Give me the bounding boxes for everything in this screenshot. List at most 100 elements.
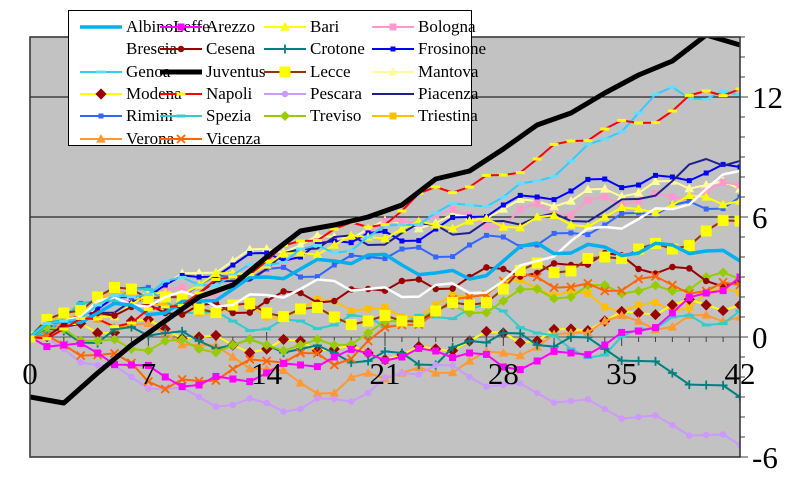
marker-point [397,209,407,213]
marker-point [650,356,660,366]
legend-swatch-icon [264,111,306,122]
marker-point [650,92,660,96]
legend-item-juventus[interactable]: Juventus [159,61,266,83]
marker-point [95,88,107,100]
marker-point [431,315,441,319]
marker-point [602,222,608,228]
marker-point [96,133,106,143]
marker-point [263,369,271,377]
marker-point [329,323,339,327]
marker-point [94,361,101,369]
marker-point [229,375,237,383]
marker-point [211,277,221,281]
marker-point [633,274,644,284]
series-brescia[interactable] [30,169,740,339]
marker-point [179,272,185,278]
marker-point [466,373,473,381]
marker-point [602,176,608,182]
marker-point [109,281,121,293]
legend-swatch-icon [160,114,202,118]
legend-label: Modena [126,83,182,103]
legend-item-frosinone[interactable]: Frosinone [371,38,486,60]
legend-item-crotone[interactable]: Crotone [263,38,365,60]
legend-item-mantova[interactable]: Mantova [371,61,478,83]
marker-point [177,23,185,31]
legend-item-spezia[interactable]: Spezia [159,105,251,127]
marker-point [684,284,695,295]
legend-item-cesena[interactable]: Cesena [159,38,255,60]
legend-item-pescara[interactable]: Pescara [263,83,362,105]
legend-item-bologna[interactable]: Bologna [371,16,476,38]
marker-point [482,223,490,231]
marker-point [312,327,322,331]
marker-point [717,214,729,226]
marker-point [481,307,492,318]
marker-point [363,225,373,229]
legend-item-modena[interactable]: Modena [79,83,182,105]
marker-point [669,421,676,429]
marker-point [346,372,356,381]
marker-point [43,343,51,351]
marker-point [684,93,694,97]
marker-point [264,250,270,256]
marker-point [583,142,593,146]
marker-point [295,247,305,251]
legend-item-lecce[interactable]: Lecce [263,61,351,83]
legend-item-brescia[interactable]: Brescia [79,38,177,60]
legend-swatch-icon [80,88,122,100]
marker-point [59,327,69,331]
series-albinoleffe[interactable] [30,241,740,339]
legend-item-napoli[interactable]: Napoli [159,83,252,105]
legend-label: Verona [126,128,175,148]
marker-point [616,288,627,299]
marker-point [194,268,204,277]
legend-item-vicenza[interactable]: Vicenza [159,128,261,150]
marker-point [143,293,153,297]
marker-point [549,175,559,179]
legend-swatch-icon [160,23,202,31]
x-axis-label: 0 [22,356,38,391]
legend-item-bari[interactable]: Bari [263,16,339,38]
marker-point [431,211,441,215]
marker-point [295,348,306,358]
marker-point [736,441,740,449]
marker-point [464,216,475,225]
legend-item-verona[interactable]: Verona [79,128,174,150]
marker-point [382,256,388,262]
marker-point [566,332,576,342]
legend-item-piacenza[interactable]: Piacenza [371,83,478,105]
legend-swatch-icon [372,92,414,95]
marker-point [398,217,406,225]
marker-point [532,331,542,335]
marker-point [480,325,493,337]
legend-item-arezzo[interactable]: Arezzo [159,16,255,38]
legend-item-rimini[interactable]: Rimini [79,105,173,127]
marker-point [194,283,204,287]
series-juventus[interactable] [30,35,740,406]
marker-point [312,388,323,398]
marker-point [346,249,356,253]
marker-point [447,296,459,308]
marker-point [736,181,740,189]
marker-point [701,192,711,201]
marker-point [329,227,339,231]
marker-point [160,336,171,346]
marker-point [566,347,576,351]
marker-point [650,280,661,291]
legend-item-triestina[interactable]: Triestina [371,105,478,127]
marker-point [499,363,507,371]
marker-point [668,309,676,317]
series-napoli[interactable] [26,87,745,341]
marker-point [262,356,272,366]
marker-point [160,279,170,283]
marker-point [481,338,491,348]
marker-point [228,273,238,277]
marker-point [651,298,659,306]
legend-item-genoa[interactable]: Genoa [79,61,170,83]
series-treviso[interactable] [25,267,745,358]
series-arezzo[interactable] [27,273,744,391]
legend-item-treviso[interactable]: Treviso [263,105,361,127]
marker-point [567,349,575,357]
marker-point [583,332,593,342]
